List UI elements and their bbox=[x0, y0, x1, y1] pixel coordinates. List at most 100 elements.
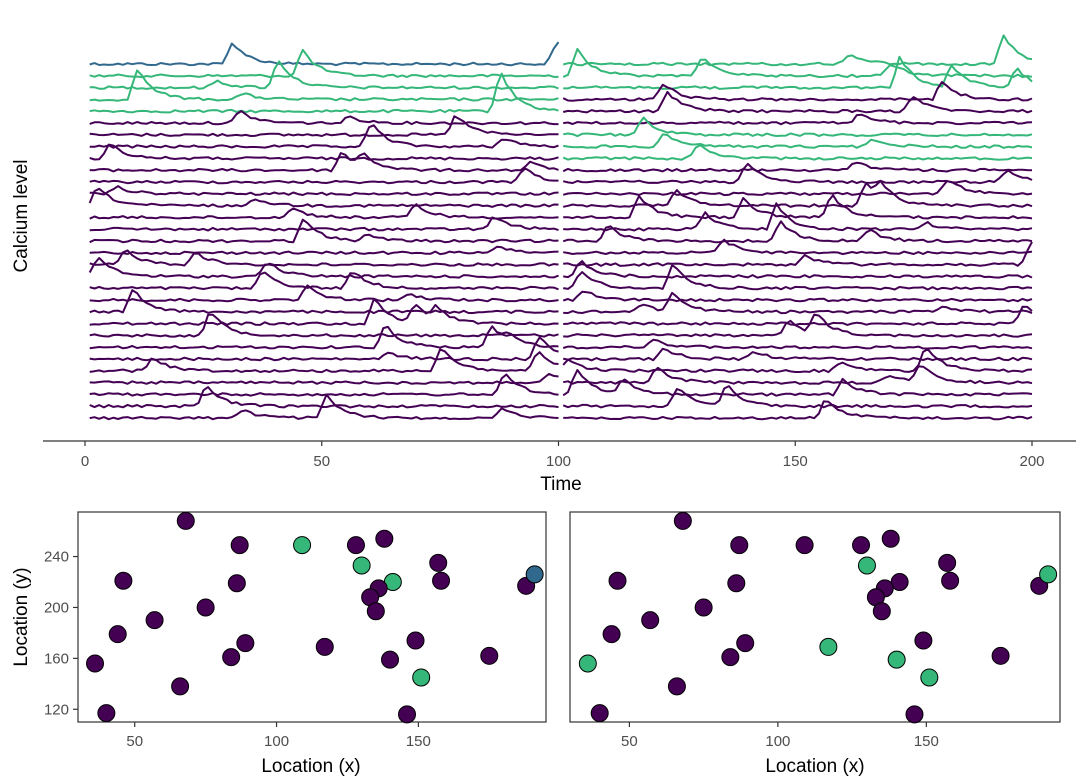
scatter-point bbox=[381, 650, 399, 669]
scatter-point bbox=[480, 646, 499, 665]
time-tick-label: 100 bbox=[546, 453, 571, 470]
scatter-point bbox=[721, 648, 740, 667]
scatter-point bbox=[730, 536, 749, 555]
trace-line bbox=[89, 124, 559, 149]
trace-line bbox=[89, 325, 559, 350]
trace-line bbox=[89, 69, 559, 102]
trace-line bbox=[562, 369, 1033, 397]
y-tick-label: 240 bbox=[44, 549, 69, 566]
trace-line bbox=[562, 348, 1033, 374]
trace-line bbox=[563, 133, 1033, 149]
scatter-point bbox=[222, 648, 241, 667]
trace-line bbox=[563, 116, 1033, 138]
scatter-point bbox=[727, 574, 746, 593]
trace-line bbox=[89, 284, 559, 303]
trace-line bbox=[89, 348, 559, 374]
right-location-x-title: Location (x) bbox=[765, 756, 864, 777]
scatter-point bbox=[905, 705, 924, 724]
scatter-point bbox=[857, 556, 876, 575]
trace-line bbox=[563, 400, 1033, 421]
scatter-point bbox=[525, 565, 544, 584]
time-axis-ticks: 0 50 100 150 200 bbox=[81, 441, 1045, 470]
trace-line bbox=[562, 90, 1033, 114]
trace-line bbox=[89, 218, 559, 244]
x-tick-label: 50 bbox=[621, 733, 638, 750]
trace-line bbox=[89, 72, 559, 114]
trace-line bbox=[562, 347, 1033, 362]
trace-line bbox=[89, 41, 560, 67]
scatter-point bbox=[938, 553, 957, 572]
trace-line bbox=[89, 313, 559, 338]
trace-line bbox=[562, 162, 1033, 185]
time-tick-label: 150 bbox=[783, 453, 808, 470]
scatter-point bbox=[352, 556, 371, 575]
scatter-point bbox=[819, 637, 838, 656]
trace-line bbox=[89, 271, 559, 291]
trace-line bbox=[563, 305, 1033, 326]
trace-line bbox=[563, 291, 1033, 315]
time-tick-label: 50 bbox=[313, 453, 330, 470]
scatter-point bbox=[86, 654, 105, 673]
trace-line bbox=[89, 110, 559, 126]
scatter-point bbox=[920, 668, 939, 687]
trace-line bbox=[562, 338, 1033, 350]
y-tick-label: 120 bbox=[44, 701, 69, 718]
scatter-point bbox=[114, 571, 133, 590]
scatter-point bbox=[673, 511, 692, 530]
scatter-point bbox=[667, 677, 686, 696]
trace-line bbox=[89, 386, 559, 409]
trace-line bbox=[562, 81, 1033, 102]
scatter-point bbox=[1039, 565, 1058, 584]
scatter-point bbox=[97, 704, 116, 723]
scatter-point bbox=[145, 611, 164, 630]
trace-line bbox=[89, 245, 559, 256]
x-tick-label: 100 bbox=[765, 733, 790, 750]
trace-line bbox=[563, 313, 1033, 338]
y-tick-label: 200 bbox=[44, 599, 69, 616]
panel-border bbox=[569, 511, 1061, 723]
scatter-point bbox=[432, 571, 451, 590]
trace-line bbox=[563, 194, 1033, 220]
calcium-axis-title: Calcium level bbox=[11, 160, 32, 273]
trace-line bbox=[562, 385, 1033, 409]
trace-line bbox=[562, 180, 1033, 197]
x-tick-label: 100 bbox=[264, 733, 289, 750]
scatter-point bbox=[108, 625, 127, 644]
scatter-point bbox=[366, 602, 385, 621]
trace-line bbox=[89, 289, 559, 315]
scatter-point bbox=[171, 677, 190, 696]
scatter-point bbox=[941, 571, 960, 590]
scatter-panel-left: 50 100 150 120 160 200 240 bbox=[44, 511, 547, 750]
scatter-point bbox=[852, 536, 871, 555]
scatter-point bbox=[991, 646, 1010, 665]
scatter-point bbox=[590, 704, 609, 723]
trace-line bbox=[562, 220, 1033, 244]
calcium-traces-panel bbox=[88, 34, 1033, 421]
scatter-point bbox=[429, 553, 448, 572]
scatter-point bbox=[412, 668, 431, 687]
scatter-point bbox=[236, 634, 255, 653]
trace-line bbox=[563, 241, 1033, 267]
trace-line bbox=[89, 203, 559, 220]
x-tick-label: 150 bbox=[406, 733, 431, 750]
scatter-point bbox=[795, 536, 814, 555]
trace-line bbox=[562, 180, 1033, 208]
trace-line bbox=[89, 48, 559, 79]
scatter-point bbox=[406, 631, 425, 650]
scatter-point bbox=[227, 574, 246, 593]
scatter-point bbox=[315, 637, 334, 656]
trace-line bbox=[88, 257, 559, 279]
trace-line bbox=[89, 216, 559, 232]
time-tick-label: 0 bbox=[81, 453, 89, 470]
scatter-panel-right: 50 100 150 bbox=[569, 511, 1061, 750]
trace-line bbox=[562, 47, 1033, 79]
trace-line bbox=[89, 249, 559, 267]
scatter-point bbox=[736, 634, 755, 653]
trace-line bbox=[562, 144, 1033, 161]
scatter-point bbox=[346, 536, 365, 555]
scatter-point bbox=[641, 611, 660, 630]
trace-line bbox=[562, 34, 1033, 67]
x-tick-label: 150 bbox=[914, 733, 939, 750]
scatter-point bbox=[375, 529, 394, 548]
